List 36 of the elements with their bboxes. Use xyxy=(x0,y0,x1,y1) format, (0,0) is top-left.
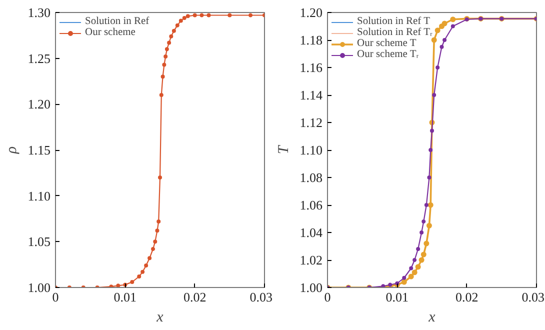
y-tick-label: 1.15 xyxy=(28,142,50,158)
x-tick-label: 0.03 xyxy=(250,290,272,304)
y-tick-label: 1.04 xyxy=(300,225,323,240)
y-tick-label: 1.20 xyxy=(300,5,322,20)
y-tick-label: 1.00 xyxy=(300,280,322,295)
x-tick-label: 0.02 xyxy=(455,290,478,304)
legend-label: Our scheme xyxy=(85,27,136,38)
y-tick-label: 1.16 xyxy=(300,60,323,75)
y-tick-label: 1.05 xyxy=(28,234,50,250)
y-tick-label: 1.08 xyxy=(300,170,322,185)
y-tick-label: 1.10 xyxy=(300,142,322,158)
legend-label: Solution in Ref xyxy=(85,16,150,27)
y-tick-label: 1.10 xyxy=(28,188,50,204)
legend-label: Our scheme T xyxy=(357,38,416,49)
y-tick-label: 1.14 xyxy=(300,88,323,102)
x-axis-title: x xyxy=(156,310,164,326)
x-tick-label: 0.01 xyxy=(386,290,409,304)
y-axis-title: T xyxy=(276,144,292,154)
x-tick-label: 0 xyxy=(52,290,59,304)
x-axis-title: x xyxy=(428,310,436,326)
y-tick-label: 1.02 xyxy=(300,252,322,268)
legend-label: Solution in Ref T xyxy=(357,16,430,27)
legend-label: Our scheme Tᵣ xyxy=(357,49,419,60)
y-tick-label: 1.06 xyxy=(300,198,323,212)
y-tick-label: 1.25 xyxy=(28,50,50,66)
y-tick-label: 1.00 xyxy=(28,280,50,295)
y-tick-label: 1.12 xyxy=(300,115,322,130)
x-tick-label: 0.02 xyxy=(183,290,206,304)
y-axis-title: ρ xyxy=(4,146,20,155)
y-tick-label: 1.20 xyxy=(28,96,50,112)
y-tick-label: 1.30 xyxy=(28,5,50,20)
y-tick-label: 1.18 xyxy=(300,32,322,48)
legend-label: Solution in Ref Tᵣ xyxy=(357,27,432,38)
x-tick-label: 0 xyxy=(324,290,331,304)
x-tick-label: 0.03 xyxy=(522,290,544,304)
x-tick-label: 0.01 xyxy=(114,290,137,304)
